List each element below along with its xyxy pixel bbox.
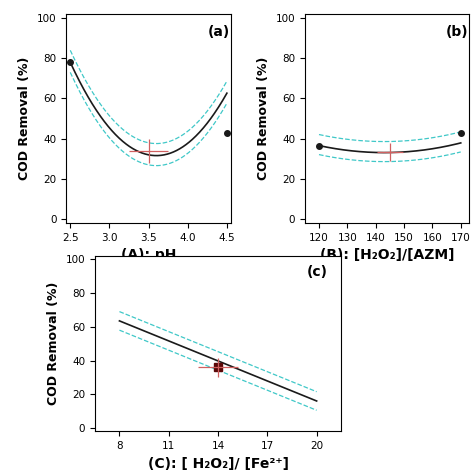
Text: (c): (c) (307, 264, 328, 279)
Y-axis label: COD Removal (%): COD Removal (%) (18, 57, 31, 180)
X-axis label: (A): pH: (A): pH (121, 248, 176, 262)
Y-axis label: COD Removal (%): COD Removal (%) (47, 282, 60, 405)
X-axis label: (B): [H₂O₂]/[AZM]: (B): [H₂O₂]/[AZM] (320, 248, 454, 262)
Text: (a): (a) (208, 25, 230, 39)
X-axis label: (C): [ H₂O₂]/ [Fe²⁺]: (C): [ H₂O₂]/ [Fe²⁺] (147, 456, 289, 471)
Text: (b): (b) (446, 25, 469, 39)
Y-axis label: COD Removal (%): COD Removal (%) (257, 57, 270, 180)
